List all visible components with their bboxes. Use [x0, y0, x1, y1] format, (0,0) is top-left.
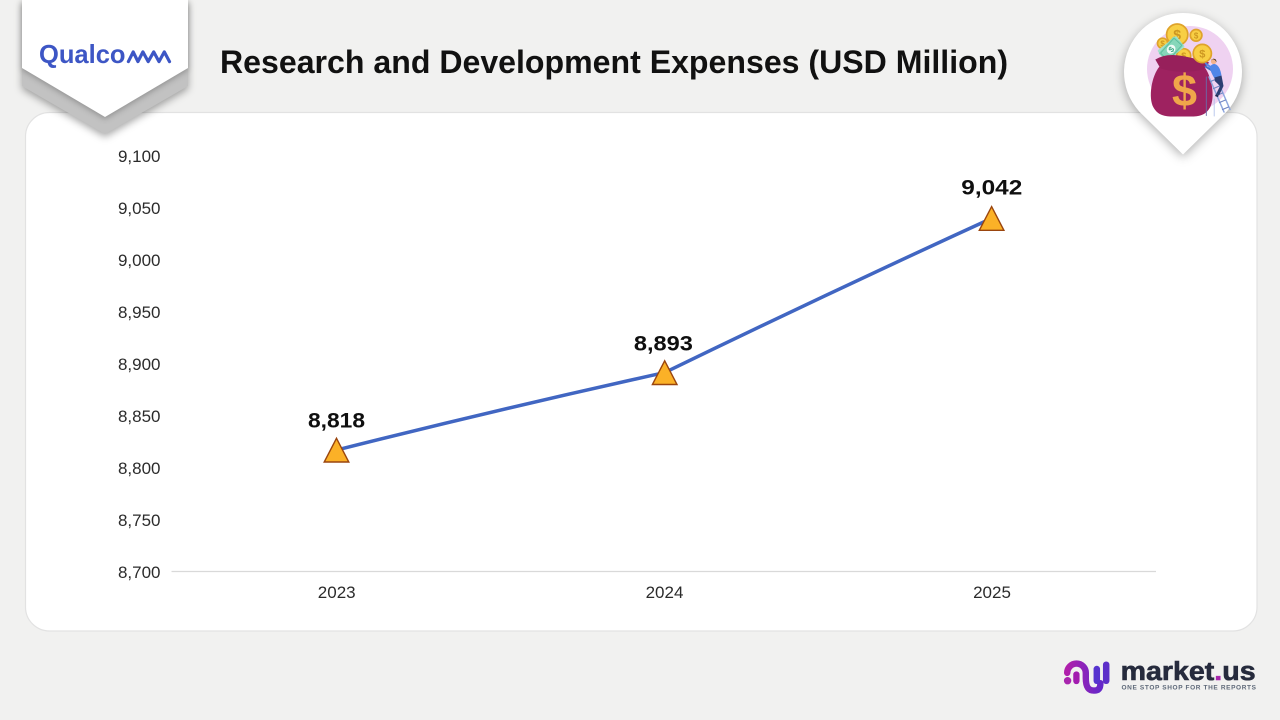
svg-text:8,750: 8,750 [118, 511, 161, 530]
svg-text:$: $ [1160, 39, 1165, 48]
svg-text:market.us: market .us [1121, 658, 1256, 686]
svg-text:$: $ [1199, 49, 1205, 61]
svg-text:$: $ [1173, 27, 1181, 43]
svg-text:9,100: 9,100 [118, 147, 161, 166]
svg-text:$: $ [1172, 65, 1197, 116]
svg-text:$: $ [1181, 51, 1186, 61]
svg-text:$: $ [1167, 44, 1177, 54]
svg-text:8,800: 8,800 [118, 459, 161, 478]
svg-text:Qualco: Qualco [39, 39, 126, 69]
svg-text:9,000: 9,000 [118, 251, 161, 270]
svg-text:9,050: 9,050 [118, 199, 161, 218]
svg-text:8,900: 8,900 [118, 355, 161, 374]
svg-text:2025: 2025 [973, 583, 1011, 602]
svg-text:8,850: 8,850 [118, 407, 161, 426]
svg-text:8,700: 8,700 [118, 563, 161, 582]
svg-text:9,042: 9,042 [961, 177, 1022, 200]
svg-text:8,950: 8,950 [118, 303, 161, 322]
svg-text:8,818: 8,818 [308, 410, 365, 433]
svg-text:2023: 2023 [318, 583, 356, 602]
svg-text:ONE STOP SHOP FOR THE REPORTS: ONE STOP SHOP FOR THE REPORTS [1122, 684, 1257, 691]
svg-text:2024: 2024 [646, 583, 684, 602]
svg-text:8,893: 8,893 [634, 333, 693, 356]
svg-text:Research and Development Expen: Research and Development Expenses (USD M… [220, 44, 1008, 80]
svg-text:$: $ [1194, 31, 1199, 40]
